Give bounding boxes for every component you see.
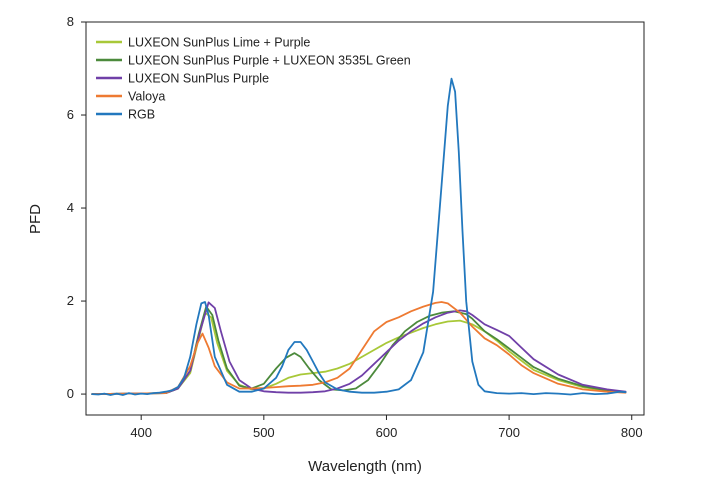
legend-label: LUXEON SunPlus Purple bbox=[128, 72, 269, 86]
y-axis-label: PFD bbox=[27, 204, 44, 234]
y-tick-label: 0 bbox=[67, 386, 74, 401]
x-tick-label: 800 bbox=[621, 425, 643, 440]
series-line-2 bbox=[91, 305, 627, 396]
x-axis-ticks: 400 500 600 700 800 bbox=[130, 415, 643, 440]
y-tick-label: 2 bbox=[67, 293, 74, 308]
legend-label: LUXEON SunPlus Purple + LUXEON 3535L Gre… bbox=[128, 54, 411, 68]
legend-label: RGB bbox=[128, 108, 155, 122]
series-line-4 bbox=[91, 301, 627, 396]
x-tick-label: 500 bbox=[253, 425, 275, 440]
x-tick-label: 600 bbox=[376, 425, 398, 440]
series-line-3 bbox=[91, 301, 627, 396]
y-tick-label: 6 bbox=[67, 107, 74, 122]
y-tick-label: 8 bbox=[67, 14, 74, 29]
plot-frame bbox=[85, 21, 645, 416]
x-tick-label: 700 bbox=[498, 425, 520, 440]
legend-label: Valoya bbox=[128, 90, 165, 104]
series-layer bbox=[91, 77, 627, 396]
legend: LUXEON SunPlus Lime + Purple LUXEON SunPl… bbox=[96, 36, 411, 122]
x-axis-label: Wavelength (nm) bbox=[308, 458, 422, 475]
y-axis-ticks: 0 2 4 6 8 bbox=[67, 14, 86, 401]
series-line-5 bbox=[91, 77, 627, 396]
y-tick-label: 4 bbox=[67, 200, 74, 215]
x-tick-label: 400 bbox=[130, 425, 152, 440]
legend-label: LUXEON SunPlus Lime + Purple bbox=[128, 36, 310, 50]
